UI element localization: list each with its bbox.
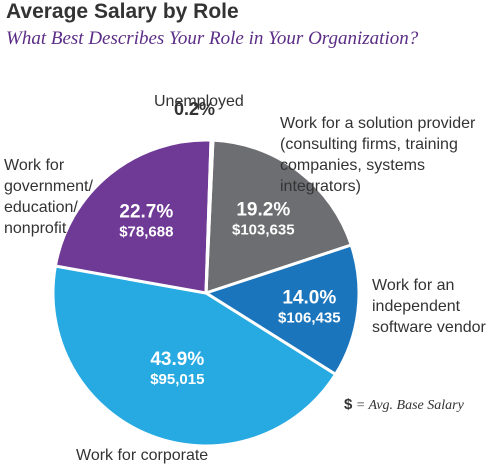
- chart-title: Average Salary by Role: [6, 0, 239, 23]
- chart-subtitle: What Best Describes Your Role in Your Or…: [6, 28, 419, 49]
- legend-footnote: $ = Avg. Base Salary: [344, 396, 464, 414]
- slice-label-government: Work for government/ education/ nonprofi…: [4, 157, 93, 237]
- legend-footnote-symbol: $: [344, 396, 353, 413]
- pie-slice-unemployed: [204, 138, 215, 295]
- slice-label-software-vendor: Work for an independent software vendor: [372, 277, 486, 336]
- slice-percent-government: 22.7%: [119, 201, 173, 222]
- slice-percent-unemployed: 0.2%: [174, 99, 216, 119]
- slice-percent-solution-provider: 19.2%: [236, 199, 290, 220]
- pie-slice-corporate-it: [51, 264, 338, 448]
- slice-salary-corporate-it: $95,015: [150, 371, 204, 388]
- slice-label-solution-provider: Work for a solution provider (consulting…: [280, 115, 476, 195]
- pie-slice-solution-provider: [204, 138, 353, 295]
- slice-label-unemployed: Unemployed: [154, 93, 244, 110]
- slice-salary-software-vendor: $106,435: [278, 310, 341, 327]
- slice-label-corporate-it: Work for corporate IT/IS: [76, 447, 209, 464]
- slice-salary-solution-provider: $103,635: [232, 221, 295, 238]
- slice-percent-corporate-it: 43.9%: [150, 349, 204, 370]
- slice-salary-government: $78,688: [119, 223, 173, 240]
- pie-slice-government: [53, 138, 213, 295]
- legend-footnote-text: = Avg. Base Salary: [355, 398, 464, 413]
- pie-slice-software-vendor: [204, 243, 361, 376]
- slice-percent-software-vendor: 14.0%: [282, 288, 336, 309]
